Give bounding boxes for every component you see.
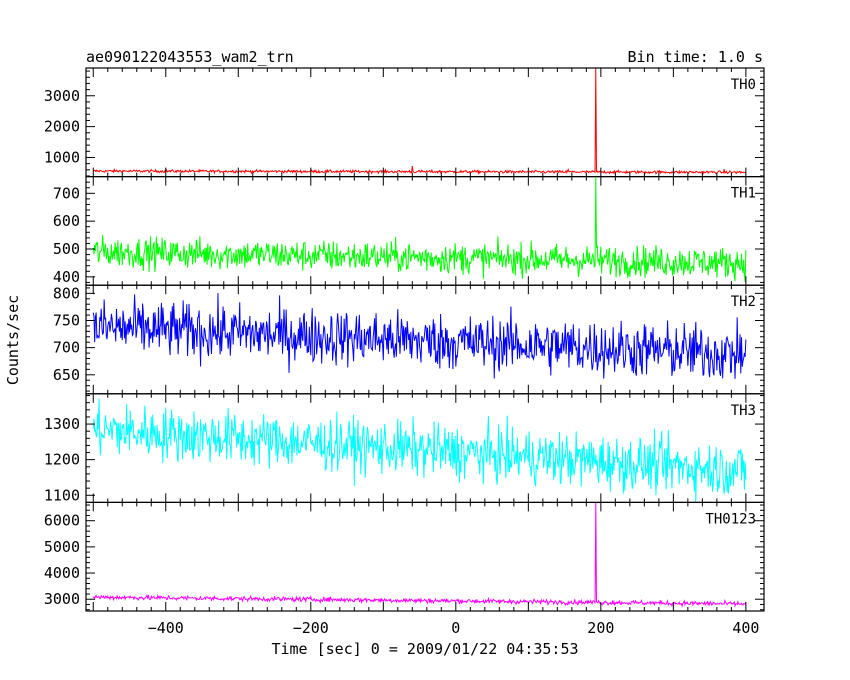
y-tick-label-th1: 500 bbox=[53, 240, 80, 258]
y-tick-label-th2: 800 bbox=[53, 284, 80, 302]
panel-label-th0: TH0 bbox=[731, 77, 756, 93]
series-line-th3 bbox=[92, 398, 747, 503]
panel-label-th0123: TH0123 bbox=[705, 511, 756, 527]
series-line-th0123 bbox=[92, 502, 747, 608]
y-tick-label-th3: 1200 bbox=[44, 451, 80, 469]
y-tick-label-th0123: 6000 bbox=[44, 512, 80, 530]
y-tick-label-th3: 1300 bbox=[44, 415, 80, 433]
y-tick-label-th1: 700 bbox=[53, 184, 80, 202]
bin-time-label: Bin time: 1.0 s bbox=[628, 48, 763, 66]
panel-th1: 400 500 600 700 TH1 bbox=[53, 176, 765, 286]
panel-label-th3: TH3 bbox=[731, 403, 756, 419]
y-tick-label-th1: 600 bbox=[53, 212, 80, 230]
y-tick-label-th2: 650 bbox=[53, 366, 80, 384]
y-tick-label-th0: 3000 bbox=[44, 87, 80, 105]
y-tick-label-th1: 400 bbox=[53, 268, 80, 286]
panels-group: 1000 2000 3000 TH0 400 500 600 700 TH1 650 700 750 8… bbox=[44, 67, 765, 612]
panel-th0123: 3000 4000 5000 6000 TH0123 bbox=[44, 501, 765, 612]
x-axis: −400 −200 0 200 400 bbox=[148, 619, 760, 637]
x-tick-label: 200 bbox=[587, 619, 614, 637]
panel-frame-th0123 bbox=[85, 501, 765, 612]
y-tick-label-th0: 2000 bbox=[44, 118, 80, 136]
y-tick-label-th3: 1100 bbox=[44, 486, 80, 504]
series-line-th1 bbox=[92, 176, 747, 282]
y-tick-label-th0123: 3000 bbox=[44, 590, 80, 608]
x-tick-label: −200 bbox=[293, 619, 329, 637]
series-line-th0 bbox=[93, 68, 747, 176]
panel-th2: 650 700 750 800 TH2 bbox=[53, 284, 765, 395]
y-axis-label: Counts/sec bbox=[4, 295, 22, 385]
y-tick-label-th0123: 4000 bbox=[44, 564, 80, 582]
panel-label-th2: TH2 bbox=[731, 294, 756, 310]
x-tick-label: 0 bbox=[451, 619, 460, 637]
y-tick-label-th2: 750 bbox=[53, 311, 80, 329]
series-line-th2 bbox=[92, 293, 747, 379]
panel-frame-th0 bbox=[85, 67, 765, 178]
y-tick-label-th0123: 5000 bbox=[44, 538, 80, 556]
chart-title: ae090122043553_wam2_trn bbox=[86, 48, 294, 66]
x-tick-label: 400 bbox=[732, 619, 759, 637]
x-tick-label: −400 bbox=[148, 619, 184, 637]
panel-label-th1: TH1 bbox=[731, 186, 756, 202]
panel-th0: 1000 2000 3000 TH0 bbox=[44, 67, 765, 178]
y-tick-label-th0: 1000 bbox=[44, 148, 80, 166]
y-tick-label-th2: 700 bbox=[53, 339, 80, 357]
x-axis-label: Time [sec] 0 = 2009/01/22 04:35:53 bbox=[271, 640, 578, 658]
panel-th3: 1100 1200 1300 TH3 bbox=[44, 393, 765, 504]
